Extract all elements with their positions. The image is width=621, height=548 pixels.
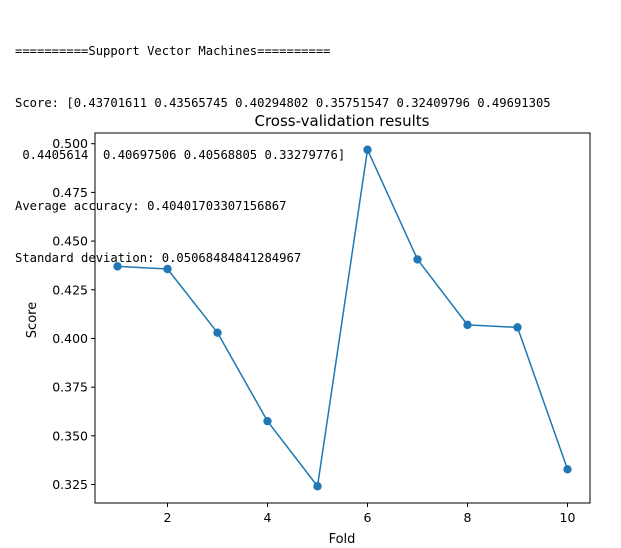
console-output: ==========Support Vector Machines=======… (15, 9, 551, 284)
y-tick-label: 0.475 (52, 185, 88, 200)
score-point (413, 255, 422, 264)
score-point (213, 328, 222, 337)
score-point (113, 262, 122, 271)
x-axis-ticks: 2 4 6 8 10 (164, 503, 576, 525)
console-score-continuation-line: 0.4405614 0.40697506 0.40568805 0.332797… (15, 147, 346, 162)
score-point (363, 145, 372, 154)
y-tick-label: 0.450 (52, 234, 88, 249)
x-tick-label: 4 (264, 510, 272, 525)
score-series (113, 145, 572, 491)
score-point (513, 323, 522, 332)
y-tick-label: 0.400 (52, 331, 88, 346)
console-average-accuracy-line: Average accuracy: 0.40401703307156867 (15, 199, 287, 214)
y-tick-label: 0.350 (52, 428, 88, 443)
score-point (563, 465, 572, 474)
x-tick-label: 8 (464, 510, 472, 525)
score-point (163, 264, 172, 274)
y-axis-label: Score (25, 302, 40, 338)
y-axis-ticks: 0.325 0.350 0.375 0.400 0.425 0.450 0.475 0.500 (52, 136, 95, 492)
y-tick-label: 0.375 (52, 380, 88, 395)
score-point (463, 320, 472, 330)
x-tick-label: 6 (364, 510, 372, 525)
y-tick-label: 0.325 (52, 477, 88, 492)
score-point (263, 416, 272, 426)
y-tick-label: 0.425 (52, 282, 88, 297)
plot-area (94, 132, 591, 504)
console-score-line: Score: [0.43701611 0.43565745 0.40294802… (15, 96, 551, 110)
chart-title: Cross-validation results (255, 112, 430, 130)
x-axis-label: Fold (329, 532, 356, 547)
y-tick-label: 0.500 (52, 136, 88, 151)
x-tick-label: 2 (164, 510, 172, 525)
score-point (313, 482, 322, 491)
x-tick-label: 10 (560, 510, 576, 525)
console-standard-deviation-line: Standard deviation: 0.05068484841284967 (15, 250, 302, 265)
console-header-line: ==========Support Vector Machines=======… (15, 44, 331, 59)
score-line (117, 148, 569, 488)
